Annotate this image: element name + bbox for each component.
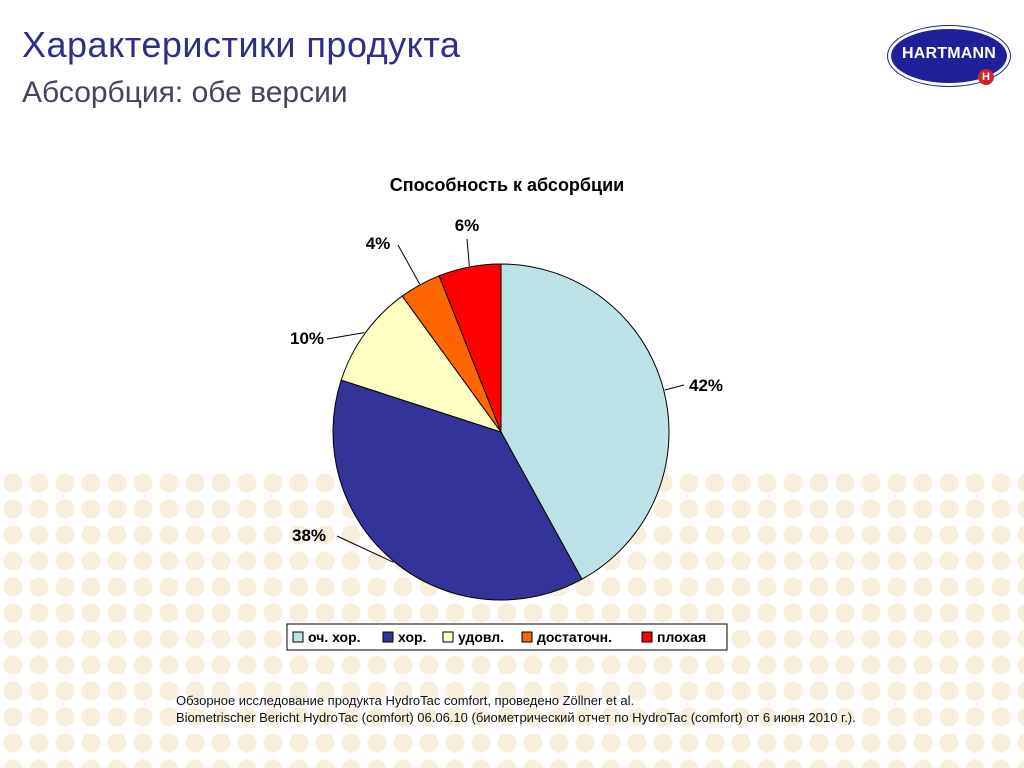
legend-swatch [292, 631, 304, 643]
pie-percent-label: 42% [689, 376, 723, 395]
pie-leader-line [466, 238, 470, 267]
pie-slice [340, 295, 503, 433]
legend-label: оч. хор. [308, 629, 361, 645]
pie-leader-line [397, 244, 421, 285]
legend-swatch [442, 631, 454, 643]
page-title: Характеристики продукта [22, 24, 461, 65]
footnote-line-2: Biometrischer Bericht HydroTac (comfort)… [176, 710, 856, 725]
pie-slice [438, 263, 502, 433]
legend-swatch [382, 631, 394, 643]
pie-leader-line [326, 332, 365, 340]
footnote-line-1: Обзорное исследование продукта HydroTac … [176, 693, 635, 708]
legend-swatch [641, 631, 653, 643]
pie-percent-label: 4% [366, 234, 391, 253]
legend-label: удовл. [458, 629, 504, 645]
pie-percent-label: 38% [292, 526, 326, 545]
pie-percent-labels: 42% 38% 10% 4% 6% [290, 216, 723, 545]
legend-label: достаточн. [537, 629, 612, 645]
pie-percent-label: 10% [290, 329, 324, 348]
source-footnote: Обзорное исследование продукта HydroTac … [176, 692, 856, 726]
chart-title: Способность к абсорбции [390, 175, 625, 195]
legend-swatch [521, 631, 533, 643]
pie-slices [332, 263, 670, 601]
pie-percent-label: 6% [455, 216, 480, 235]
pie-slice [500, 263, 670, 580]
pie-slice [332, 379, 583, 601]
legend-label: плохая [657, 629, 706, 645]
legend-label: хор. [398, 629, 426, 645]
hartmann-logo: HARTMANN H [888, 26, 1010, 86]
legend-box [286, 623, 728, 651]
chart-legend: оч. хор. хор. удовл. достаточн. плохая [286, 623, 728, 651]
pie-leader-line [336, 535, 394, 563]
logo-h-mark-icon: H [978, 69, 994, 85]
pie-leader-lines [326, 238, 685, 563]
page-subtitle: Абсорбция: обе версии [22, 76, 348, 109]
pie-leader-line [664, 384, 685, 391]
logo-text: HARTMANN [901, 45, 997, 62]
